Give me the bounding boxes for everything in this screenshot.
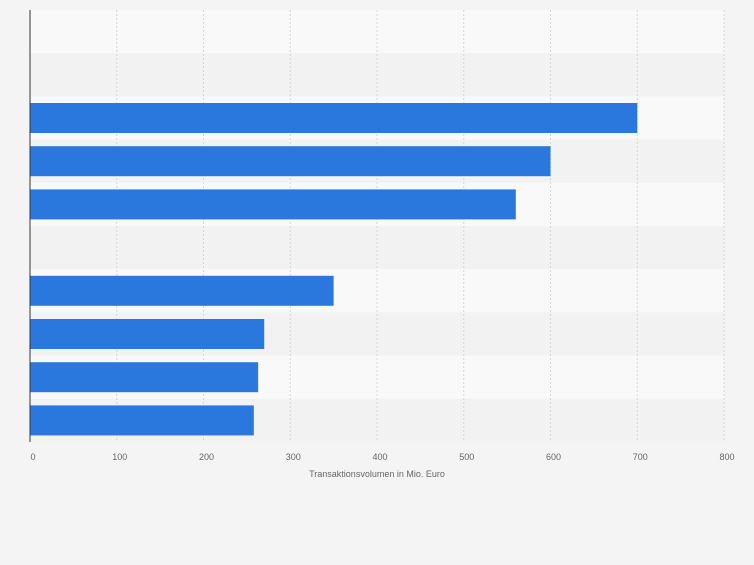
x-tick-label: 600 <box>546 452 561 462</box>
bar <box>30 319 265 349</box>
x-tick-label: 500 <box>459 452 474 462</box>
x-tick-label: 200 <box>199 452 214 462</box>
bars <box>30 103 638 436</box>
x-tick-label: 300 <box>286 452 301 462</box>
x-tick-label: 400 <box>372 452 387 462</box>
bar <box>30 189 516 220</box>
grid-lines <box>116 10 725 442</box>
x-tick-labels: 0 100 200 300 400 500 600 700 800 <box>30 452 734 462</box>
bar <box>30 405 254 436</box>
x-tick-label: 0 <box>30 452 35 462</box>
bar <box>30 275 334 306</box>
x-tick-label: 700 <box>633 452 648 462</box>
x-tick-label: 100 <box>112 452 127 462</box>
x-axis-label: Transaktionsvolumen in Mio. Euro <box>309 469 445 479</box>
bar <box>30 362 259 393</box>
bar <box>30 103 638 133</box>
bar <box>30 146 551 177</box>
x-tick-label: 800 <box>719 452 734 462</box>
